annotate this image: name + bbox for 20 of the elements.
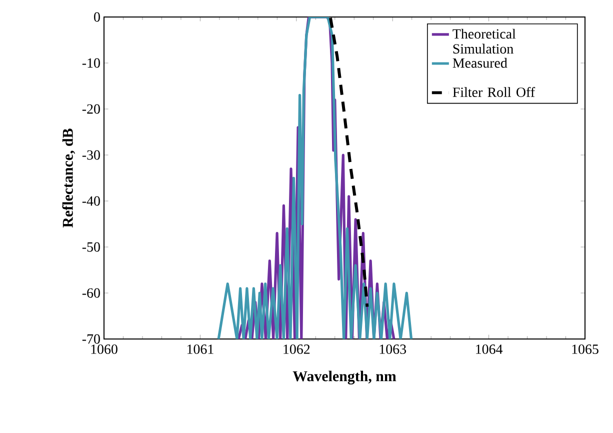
legend-label: Measured bbox=[452, 58, 508, 68]
x-tick-label: 1062 bbox=[284, 344, 310, 354]
legend-label: Theoretical Simulation bbox=[452, 28, 516, 54]
y-tick-label: -10 bbox=[82, 58, 100, 68]
y-tick-label: -70 bbox=[82, 334, 100, 344]
x-tick-label: 1061 bbox=[187, 344, 214, 354]
y-tick-label: -30 bbox=[82, 150, 100, 160]
legend-label: Filter Roll Off bbox=[452, 87, 536, 97]
x-axis-title: Wavelength, nm bbox=[292, 370, 396, 384]
y-tick-label: -60 bbox=[82, 288, 100, 298]
y-axis-title: Reflectance, dB bbox=[62, 128, 76, 228]
x-tick-label: 1064 bbox=[476, 344, 503, 354]
y-tick-label: -50 bbox=[82, 242, 100, 252]
y-tick-label: -20 bbox=[82, 104, 100, 114]
x-tick-label: 1065 bbox=[572, 344, 598, 354]
y-tick-label: -40 bbox=[82, 196, 100, 206]
y-tick-label: 0 bbox=[94, 12, 100, 22]
x-tick-label: 1063 bbox=[380, 344, 406, 354]
line-series bbox=[217, 17, 413, 339]
x-tick-label: 1060 bbox=[91, 344, 118, 354]
